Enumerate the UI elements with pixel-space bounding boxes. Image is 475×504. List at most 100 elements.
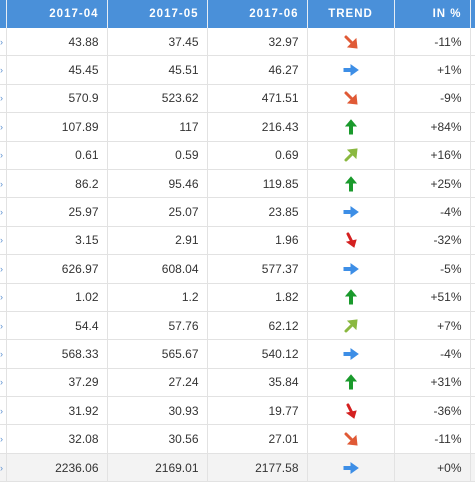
header-row: 2017-04 2017-05 2017-06 TREND IN % A xyxy=(0,0,475,28)
cell-in-percent: +1% xyxy=(394,55,471,85)
cell-in-percent: +0% xyxy=(394,453,471,483)
total-row[interactable]: › 2236.06 2169.01 2177.58 +0% xyxy=(0,453,475,483)
cell-2017-04: 54.4 xyxy=(6,311,108,341)
row-expander-icon[interactable]: › xyxy=(0,368,7,398)
cell-2017-04: 107.89 xyxy=(6,112,108,142)
right-arrow-icon xyxy=(343,348,359,360)
cell-2017-06: 119.85 xyxy=(207,169,308,199)
cell-2017-05: 95.46 xyxy=(107,169,208,199)
up-arrow-icon xyxy=(344,119,357,135)
cell-in-percent: -32% xyxy=(394,226,471,256)
trend-cell xyxy=(307,368,395,398)
row-expander-icon[interactable]: › xyxy=(0,169,7,199)
row-expander-icon[interactable]: › xyxy=(0,311,7,341)
row-expander-icon[interactable]: › xyxy=(0,141,7,170)
up-right-arrow-icon xyxy=(344,319,358,333)
cell-2017-05: 2169.01 xyxy=(107,453,208,483)
down-right-arrow-icon xyxy=(344,91,358,106)
cell-2017-06: 577.37 xyxy=(207,254,308,284)
cell-next xyxy=(470,368,475,398)
right-arrow-icon xyxy=(343,461,359,474)
cell-next xyxy=(470,283,475,312)
cell-2017-05: 57.76 xyxy=(107,311,208,341)
table-row[interactable]: › 0.61 0.59 0.69 +16% xyxy=(0,141,475,170)
row-expander-icon[interactable]: › xyxy=(0,283,7,312)
cell-next xyxy=(470,112,475,142)
row-expander-icon[interactable]: › xyxy=(0,339,7,369)
cell-next xyxy=(470,141,475,170)
table-row[interactable]: › 626.97 608.04 577.37 -5% xyxy=(0,254,475,284)
cell-in-percent: -9% xyxy=(394,84,471,114)
cell-2017-05: 565.67 xyxy=(107,339,208,369)
row-expander-icon[interactable]: › xyxy=(0,84,7,114)
column-header-stub xyxy=(0,0,7,28)
cell-2017-04: 3.15 xyxy=(6,226,108,256)
table-row[interactable]: › 570.9 523.62 471.51 -9% xyxy=(0,84,475,114)
cell-in-percent: -4% xyxy=(394,197,471,227)
cell-in-percent: +16% xyxy=(394,141,471,170)
table-row[interactable]: › 37.29 27.24 35.84 +31% xyxy=(0,368,475,398)
trend-cell xyxy=(307,169,395,199)
column-header-2017-05[interactable]: 2017-05 xyxy=(107,0,208,28)
cell-2017-06: 471.51 xyxy=(207,84,308,114)
cell-2017-04: 570.9 xyxy=(6,84,108,114)
table-row[interactable]: › 54.4 57.76 62.12 +7% xyxy=(0,311,475,341)
up-arrow-icon xyxy=(344,289,357,305)
cell-next xyxy=(470,84,475,114)
table-row[interactable]: › 25.97 25.07 23.85 -4% xyxy=(0,197,475,227)
cell-in-percent: -4% xyxy=(394,339,471,369)
table-row[interactable]: › 3.15 2.91 1.96 -32% xyxy=(0,226,475,256)
table-row[interactable]: › 568.33 565.67 540.12 -4% xyxy=(0,339,475,369)
column-header-next[interactable]: A xyxy=(470,0,475,28)
row-expander-icon[interactable]: › xyxy=(0,112,7,142)
trend-cell xyxy=(307,311,395,341)
cell-2017-04: 0.61 xyxy=(6,141,108,170)
column-header-2017-06[interactable]: 2017-06 xyxy=(207,0,308,28)
data-table: 2017-04 2017-05 2017-06 TREND IN % A ›43… xyxy=(0,0,475,483)
row-expander-icon[interactable]: › xyxy=(0,254,7,284)
row-expander-icon[interactable]: › xyxy=(0,424,7,454)
cell-2017-04: 626.97 xyxy=(6,254,108,284)
table-row[interactable]: › 43.88 37.45 32.97 -11% xyxy=(0,28,475,57)
cell-in-percent: -5% xyxy=(394,254,471,284)
cell-next xyxy=(470,453,475,483)
cell-2017-06: 46.27 xyxy=(207,55,308,85)
column-header-trend[interactable]: TREND xyxy=(307,0,395,28)
cell-2017-04: 86.2 xyxy=(6,169,108,199)
row-expander-icon[interactable]: › xyxy=(0,28,7,57)
table-row[interactable]: › 107.89 117 216.43 +84% xyxy=(0,112,475,142)
row-expander-icon[interactable]: › xyxy=(0,396,7,426)
cell-2017-04: 568.33 xyxy=(6,339,108,369)
cell-2017-04: 45.45 xyxy=(6,55,108,85)
trend-cell xyxy=(307,197,395,227)
table-row[interactable]: › 31.92 30.93 19.77 -36% xyxy=(0,396,475,426)
cell-2017-06: 0.69 xyxy=(207,141,308,170)
table-row[interactable]: › 86.2 95.46 119.85 +25% xyxy=(0,169,475,199)
cell-2017-05: 523.62 xyxy=(107,84,208,114)
row-expander-icon[interactable]: › xyxy=(0,197,7,227)
cell-2017-06: 62.12 xyxy=(207,311,308,341)
row-expander-icon[interactable]: › xyxy=(0,226,7,256)
cell-2017-04: 1.02 xyxy=(6,283,108,312)
trend-cell xyxy=(307,283,395,312)
cell-2017-05: 2.91 xyxy=(107,226,208,256)
cell-2017-04: 31.92 xyxy=(6,396,108,426)
column-header-in-percent[interactable]: IN % xyxy=(394,0,471,28)
table-row[interactable]: › 32.08 30.56 27.01 -11% xyxy=(0,424,475,454)
cell-2017-05: 608.04 xyxy=(107,254,208,284)
cell-next xyxy=(470,169,475,199)
row-expander-icon[interactable]: › xyxy=(0,453,7,483)
column-header-2017-04[interactable]: 2017-04 xyxy=(6,0,108,28)
cell-2017-06: 27.01 xyxy=(207,424,308,454)
cell-2017-05: 27.24 xyxy=(107,368,208,398)
table-row[interactable]: › 1.02 1.2 1.82 +51% xyxy=(0,283,475,312)
cell-in-percent: +25% xyxy=(394,169,471,199)
cell-in-percent: +51% xyxy=(394,283,471,312)
cell-in-percent: +31% xyxy=(394,368,471,398)
cell-next xyxy=(470,197,475,227)
down-arrow-icon xyxy=(345,403,357,419)
table-row[interactable]: › 45.45 45.51 46.27 +1% xyxy=(0,55,475,85)
row-expander-icon[interactable]: › xyxy=(0,55,7,85)
trend-cell xyxy=(307,396,395,426)
cell-next xyxy=(470,254,475,284)
